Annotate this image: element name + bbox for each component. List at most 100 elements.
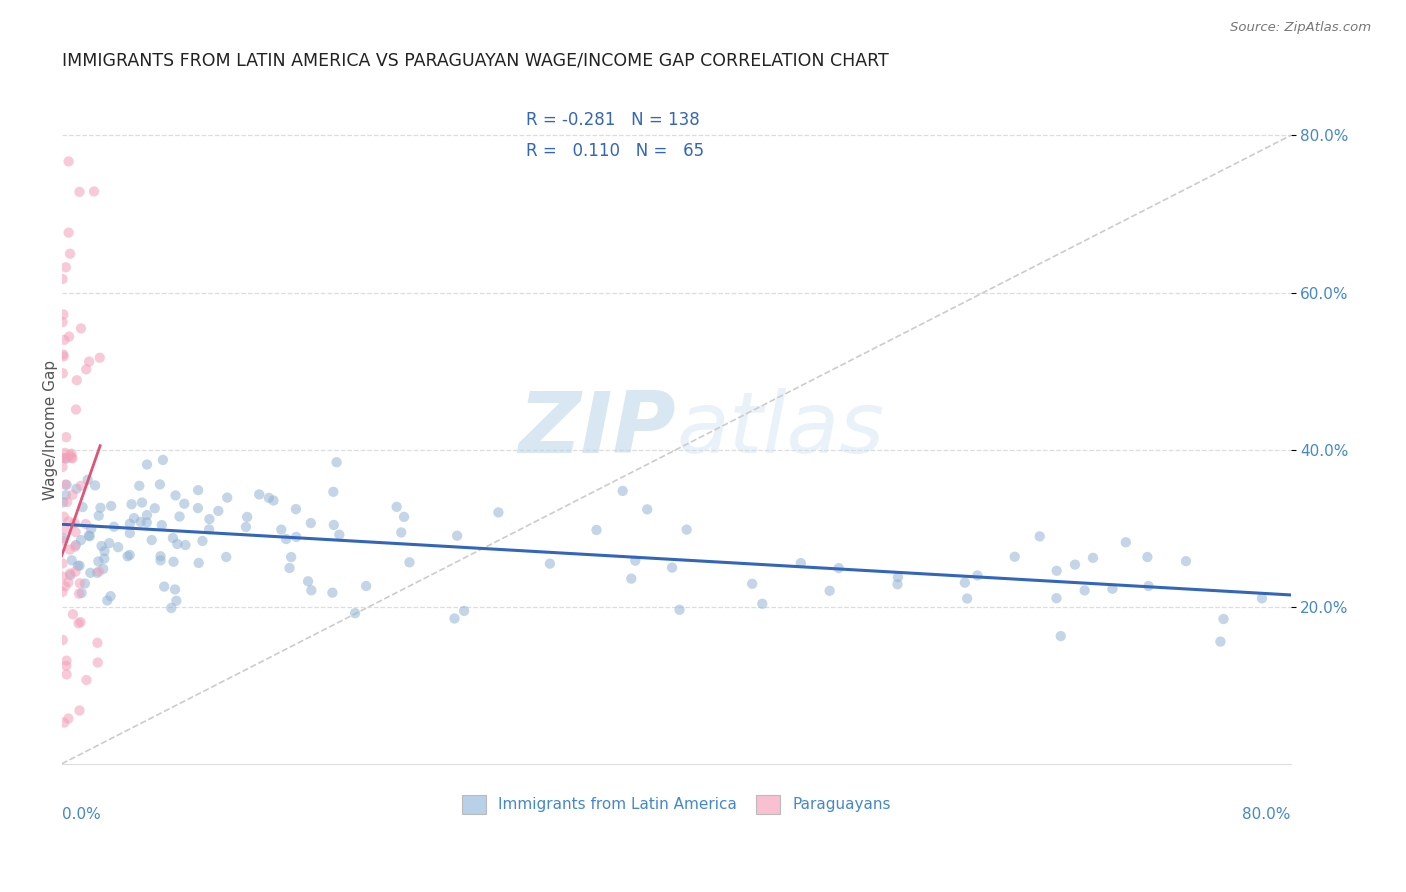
Point [72,500,94,514]
Point [149,477,172,491]
Point [90,539,112,553]
Text: R = -0.281   N = 138: R = -0.281 N = 138 [526,112,700,129]
Point [52,531,75,545]
Text: R =   0.110   N =   65: R = 0.110 N = 65 [526,142,704,160]
Point [107,540,129,554]
Point [1073,583,1095,598]
Point [236,510,259,524]
Point [58,154,80,169]
Point [166,537,188,551]
Point [87,508,110,523]
Point [58,712,80,726]
Point [55,477,77,491]
Point [63,540,86,554]
Point [51,533,73,548]
Point [117,549,139,564]
Point [51,315,73,329]
Point [344,606,367,620]
Point [1175,554,1198,568]
Point [52,350,75,364]
Point [620,572,643,586]
Point [100,499,122,513]
Point [163,582,186,597]
Point [165,488,187,502]
Point [538,557,561,571]
Point [51,585,73,599]
Point [887,570,910,584]
Point [280,549,302,564]
Point [276,532,298,546]
Point [1101,582,1123,596]
Point [55,260,77,275]
Text: atlas: atlas [676,389,884,472]
Point [389,525,412,540]
Point [91,562,114,576]
Point [668,603,690,617]
Point [87,554,110,568]
Point [56,495,79,509]
Point [67,616,90,631]
Point [1212,612,1234,626]
Point [93,544,115,558]
Point [60,450,83,465]
Point [87,565,110,579]
Point [135,516,157,530]
Point [443,611,465,625]
Point [585,523,607,537]
Point [62,451,84,466]
Point [150,518,173,533]
Point [53,333,76,347]
Point [75,362,97,376]
Point [1046,564,1069,578]
Point [79,566,101,580]
Point [121,497,143,511]
Point [58,515,80,529]
Point [1081,550,1104,565]
Point [86,636,108,650]
Point [67,587,90,601]
Point [141,533,163,547]
Point [52,509,75,524]
Point [486,505,509,519]
Point [65,565,87,579]
Point [790,556,813,570]
Point [453,604,475,618]
Point [207,504,229,518]
Point [51,569,73,583]
Text: ZIP: ZIP [519,389,676,472]
Point [73,576,96,591]
Point [165,593,187,607]
Point [53,579,76,593]
Point [198,523,221,537]
Point [80,522,103,536]
Point [162,555,184,569]
Point [886,577,908,591]
Point [325,455,347,469]
Point [89,351,111,365]
Point [70,533,93,547]
Point [149,553,172,567]
Point [152,453,174,467]
Point [60,447,83,461]
Point [52,347,75,361]
Point [60,553,83,567]
Point [55,451,77,466]
Point [1136,549,1159,564]
Point [392,509,415,524]
Point [52,307,75,321]
Point [59,246,82,260]
Point [59,449,82,463]
Point [52,366,75,380]
Point [675,523,697,537]
Point [59,542,82,557]
Point [89,500,111,515]
Point [66,373,89,387]
Point [153,580,176,594]
Point [96,593,118,607]
Point [55,488,77,502]
Point [58,226,80,240]
Point [322,484,344,499]
Point [217,491,239,505]
Point [191,533,214,548]
Point [636,502,658,516]
